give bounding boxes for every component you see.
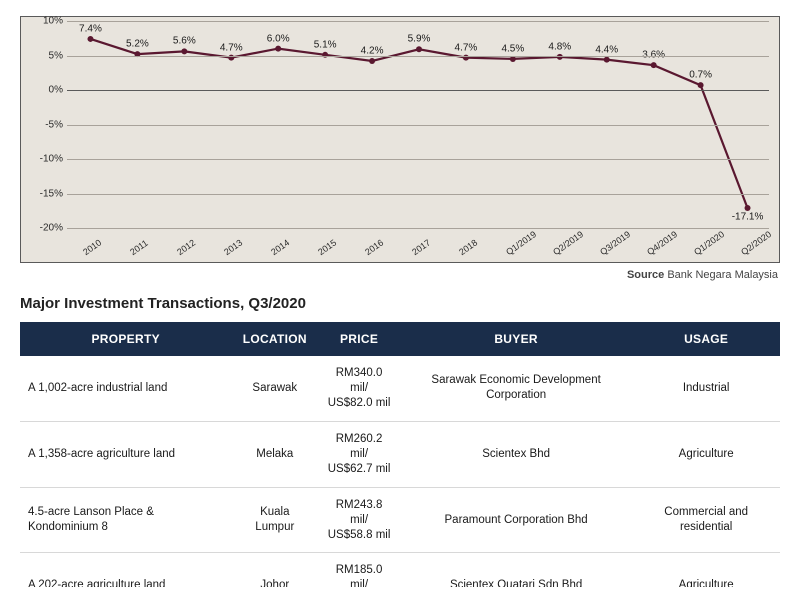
chart-marker [604,57,610,63]
chart-marker [416,46,422,52]
table-cell: Agriculture [632,553,780,587]
chart-marker [510,56,516,62]
x-tick-label: Q1/2019 [504,229,538,257]
table-cell: Industrial [632,356,780,421]
x-tick-label: 2018 [457,237,479,257]
x-tick-label: 2014 [269,237,291,257]
point-label: 4.4% [595,44,618,55]
table-cell: RM185.0 mil/US$44.6 mil [318,553,400,587]
table-cell: Sarawak Economic Development Corporation [400,356,632,421]
y-tick-label: 0% [21,85,63,96]
table-cell: Scientex Quatari Sdn Bhd [400,553,632,587]
table-cell: Sarawak [231,356,318,421]
table-header-cell: LOCATION [231,322,318,356]
chart-line [91,39,748,208]
table-cell: Agriculture [632,421,780,487]
source-value: Bank Negara Malaysia [667,269,778,281]
table-cell: Commercial and residential [632,487,780,553]
table-header-row: PROPERTYLOCATIONPRICEBUYERUSAGE [20,322,780,356]
grid-line [67,159,769,160]
investment-table-wrap: PROPERTYLOCATIONPRICEBUYERUSAGE A 1,002-… [20,322,780,587]
point-label: 5.9% [408,34,431,45]
table-cell: RM260.2 mil/US$62.7 mil [318,421,400,487]
chart-marker [369,58,375,64]
y-tick-label: 5% [21,50,63,61]
x-tick-label: 2012 [175,237,197,257]
source-label: Source [627,269,664,281]
x-tick-label: 2010 [82,237,104,257]
table-cell: Scientex Bhd [400,421,632,487]
table-row: A 1,002-acre industrial landSarawakRM340… [20,356,780,421]
y-tick-label: -5% [21,119,63,130]
point-label: 0.7% [689,70,712,81]
investment-table: PROPERTYLOCATIONPRICEBUYERUSAGE A 1,002-… [20,322,780,587]
point-label: 6.0% [267,33,290,44]
point-label: 4.7% [220,42,243,53]
x-tick-label: Q4/2019 [645,229,679,257]
table-cell: A 202-acre agriculture land [20,553,231,587]
grid-line [67,194,769,195]
point-label: -17.1% [732,211,764,222]
table-cell: Kuala Lumpur [231,487,318,553]
grid-line [67,90,769,91]
table-cell: A 1,002-acre industrial land [20,356,231,421]
table-cell: Melaka [231,421,318,487]
table-row: 4.5-acre Lanson Place & Kondominium 8Kua… [20,487,780,553]
table-header-cell: PRICE [318,322,400,356]
grid-line [67,228,769,229]
point-label: 5.2% [126,39,149,50]
table-cell: A 1,358-acre agriculture land [20,421,231,487]
x-tick-label: 2015 [316,237,338,257]
table-body: A 1,002-acre industrial landSarawakRM340… [20,356,780,587]
x-tick-label: Q2/2020 [739,229,773,257]
table-cell: Paramount Corporation Bhd [400,487,632,553]
y-tick-label: -20% [21,223,63,234]
table-row: A 202-acre agriculture landJohorRM185.0 … [20,553,780,587]
table-cell: RM243.8 mil/US$58.8 mil [318,487,400,553]
grid-line [67,125,769,126]
x-tick-label: Q2/2019 [551,229,585,257]
point-label: 4.5% [501,44,524,55]
table-header-cell: PROPERTY [20,322,231,356]
table-row: A 1,358-acre agriculture landMelakaRM260… [20,421,780,487]
point-label: 4.7% [455,42,478,53]
x-tick-label: 2016 [363,237,385,257]
y-tick-label: -15% [21,188,63,199]
chart-marker [651,62,657,68]
line-chart: 7.4%5.2%5.6%4.7%6.0%5.1%4.2%5.9%4.7%4.5%… [20,16,780,263]
chart-marker [745,205,751,211]
grid-line [67,21,769,22]
table-cell: Johor [231,553,318,587]
chart-marker [181,48,187,54]
chart-marker [87,36,93,42]
x-tick-label: Q1/2020 [692,229,726,257]
point-label: 4.8% [548,41,571,52]
chart-marker [698,82,704,88]
table-title: Major Investment Transactions, Q3/2020 [20,295,780,312]
chart-source: Source Bank Negara Malaysia [20,269,778,281]
point-label: 5.6% [173,36,196,47]
point-label: 7.4% [79,24,102,35]
point-label: 5.1% [314,39,337,50]
x-tick-label: Q3/2019 [598,229,632,257]
table-header-cell: USAGE [632,322,780,356]
x-tick-label: 2013 [222,237,244,257]
x-tick-label: 2011 [129,238,151,257]
y-tick-label: -10% [21,154,63,165]
table-header-cell: BUYER [400,322,632,356]
chart-marker [275,46,281,52]
table-cell: 4.5-acre Lanson Place & Kondominium 8 [20,487,231,553]
grid-line [67,56,769,57]
y-tick-label: 10% [21,16,63,27]
x-tick-label: 2017 [410,237,432,257]
table-cell: RM340.0 mil/US$82.0 mil [318,356,400,421]
